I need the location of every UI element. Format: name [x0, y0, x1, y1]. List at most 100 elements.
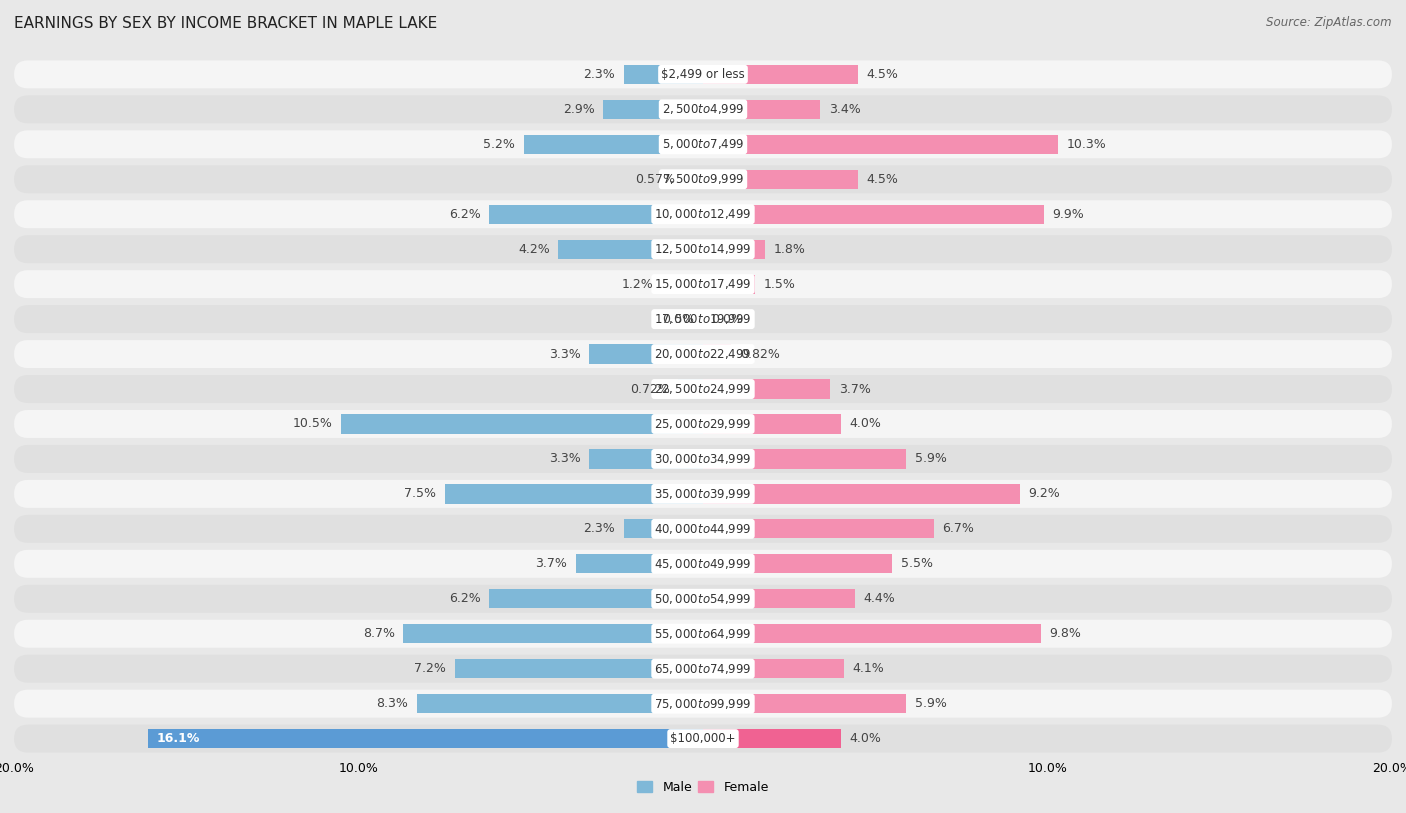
FancyBboxPatch shape: [14, 410, 1392, 438]
FancyBboxPatch shape: [14, 515, 1392, 543]
Text: 4.1%: 4.1%: [853, 663, 884, 675]
Bar: [558, 240, 703, 259]
Bar: [703, 729, 841, 748]
FancyBboxPatch shape: [14, 445, 1392, 473]
Bar: [444, 485, 703, 503]
FancyBboxPatch shape: [14, 550, 1392, 578]
Text: 0.57%: 0.57%: [634, 173, 675, 185]
Text: 1.8%: 1.8%: [773, 243, 806, 255]
Bar: [489, 205, 703, 224]
Text: $2,500 to $4,999: $2,500 to $4,999: [662, 102, 744, 116]
Text: $65,000 to $74,999: $65,000 to $74,999: [654, 662, 752, 676]
Text: 10.3%: 10.3%: [1066, 138, 1107, 150]
Text: 4.2%: 4.2%: [517, 243, 550, 255]
Text: 6.2%: 6.2%: [449, 593, 481, 605]
Text: 2.3%: 2.3%: [583, 523, 616, 535]
Text: 4.0%: 4.0%: [849, 733, 882, 745]
Bar: [624, 65, 703, 84]
FancyBboxPatch shape: [14, 200, 1392, 228]
Text: 4.5%: 4.5%: [866, 68, 898, 80]
Bar: [703, 240, 765, 259]
Bar: [524, 135, 703, 154]
Bar: [703, 554, 893, 573]
FancyBboxPatch shape: [14, 270, 1392, 298]
FancyBboxPatch shape: [14, 689, 1392, 718]
Text: $22,500 to $24,999: $22,500 to $24,999: [654, 382, 752, 396]
Text: $55,000 to $64,999: $55,000 to $64,999: [654, 627, 752, 641]
FancyBboxPatch shape: [14, 480, 1392, 508]
Bar: [703, 65, 858, 84]
Bar: [703, 275, 755, 293]
Bar: [575, 554, 703, 573]
Text: 5.2%: 5.2%: [484, 138, 515, 150]
Bar: [456, 659, 703, 678]
Bar: [703, 345, 731, 363]
Text: 5.5%: 5.5%: [901, 558, 934, 570]
FancyBboxPatch shape: [14, 305, 1392, 333]
Text: 0.82%: 0.82%: [740, 348, 780, 360]
FancyBboxPatch shape: [14, 130, 1392, 159]
Text: $35,000 to $39,999: $35,000 to $39,999: [654, 487, 752, 501]
Bar: [703, 415, 841, 433]
Bar: [703, 170, 858, 189]
FancyBboxPatch shape: [14, 654, 1392, 683]
Bar: [703, 100, 820, 119]
Bar: [662, 275, 703, 293]
Text: 7.2%: 7.2%: [415, 663, 446, 675]
Text: 0.0%: 0.0%: [662, 313, 695, 325]
Bar: [342, 415, 703, 433]
Text: $2,499 or less: $2,499 or less: [661, 68, 745, 80]
Text: 9.9%: 9.9%: [1053, 208, 1084, 220]
Bar: [149, 729, 703, 748]
Text: 6.7%: 6.7%: [942, 523, 974, 535]
Bar: [703, 520, 934, 538]
Bar: [678, 380, 703, 398]
FancyBboxPatch shape: [14, 724, 1392, 753]
Text: $25,000 to $29,999: $25,000 to $29,999: [654, 417, 752, 431]
Text: 2.9%: 2.9%: [562, 103, 595, 115]
Bar: [703, 485, 1019, 503]
Text: $7,500 to $9,999: $7,500 to $9,999: [662, 172, 744, 186]
Bar: [703, 205, 1045, 224]
FancyBboxPatch shape: [14, 375, 1392, 403]
Bar: [624, 520, 703, 538]
Text: $50,000 to $54,999: $50,000 to $54,999: [654, 592, 752, 606]
Bar: [404, 624, 703, 643]
Text: 1.5%: 1.5%: [763, 278, 796, 290]
Bar: [703, 380, 831, 398]
Text: 9.8%: 9.8%: [1049, 628, 1081, 640]
Text: 7.5%: 7.5%: [404, 488, 436, 500]
Text: 4.0%: 4.0%: [849, 418, 882, 430]
Bar: [589, 450, 703, 468]
Text: $10,000 to $12,499: $10,000 to $12,499: [654, 207, 752, 221]
Text: 3.7%: 3.7%: [536, 558, 567, 570]
Text: 2.3%: 2.3%: [583, 68, 616, 80]
Text: 8.7%: 8.7%: [363, 628, 395, 640]
FancyBboxPatch shape: [14, 165, 1392, 193]
Text: $20,000 to $22,499: $20,000 to $22,499: [654, 347, 752, 361]
Bar: [589, 345, 703, 363]
Text: 3.4%: 3.4%: [828, 103, 860, 115]
Bar: [703, 135, 1057, 154]
Text: 5.9%: 5.9%: [915, 453, 946, 465]
Bar: [603, 100, 703, 119]
FancyBboxPatch shape: [14, 60, 1392, 89]
Text: $5,000 to $7,499: $5,000 to $7,499: [662, 137, 744, 151]
Text: 1.2%: 1.2%: [621, 278, 652, 290]
Bar: [703, 450, 907, 468]
Text: 5.9%: 5.9%: [915, 698, 946, 710]
Text: 3.7%: 3.7%: [839, 383, 870, 395]
Text: $40,000 to $44,999: $40,000 to $44,999: [654, 522, 752, 536]
FancyBboxPatch shape: [14, 95, 1392, 124]
Text: 3.3%: 3.3%: [548, 348, 581, 360]
Text: $12,500 to $14,999: $12,500 to $14,999: [654, 242, 752, 256]
Text: EARNINGS BY SEX BY INCOME BRACKET IN MAPLE LAKE: EARNINGS BY SEX BY INCOME BRACKET IN MAP…: [14, 16, 437, 31]
Bar: [703, 589, 855, 608]
Bar: [703, 624, 1040, 643]
Bar: [703, 659, 844, 678]
FancyBboxPatch shape: [14, 340, 1392, 368]
Text: 4.4%: 4.4%: [863, 593, 896, 605]
FancyBboxPatch shape: [14, 620, 1392, 648]
Text: 16.1%: 16.1%: [157, 733, 201, 745]
Text: 6.2%: 6.2%: [449, 208, 481, 220]
